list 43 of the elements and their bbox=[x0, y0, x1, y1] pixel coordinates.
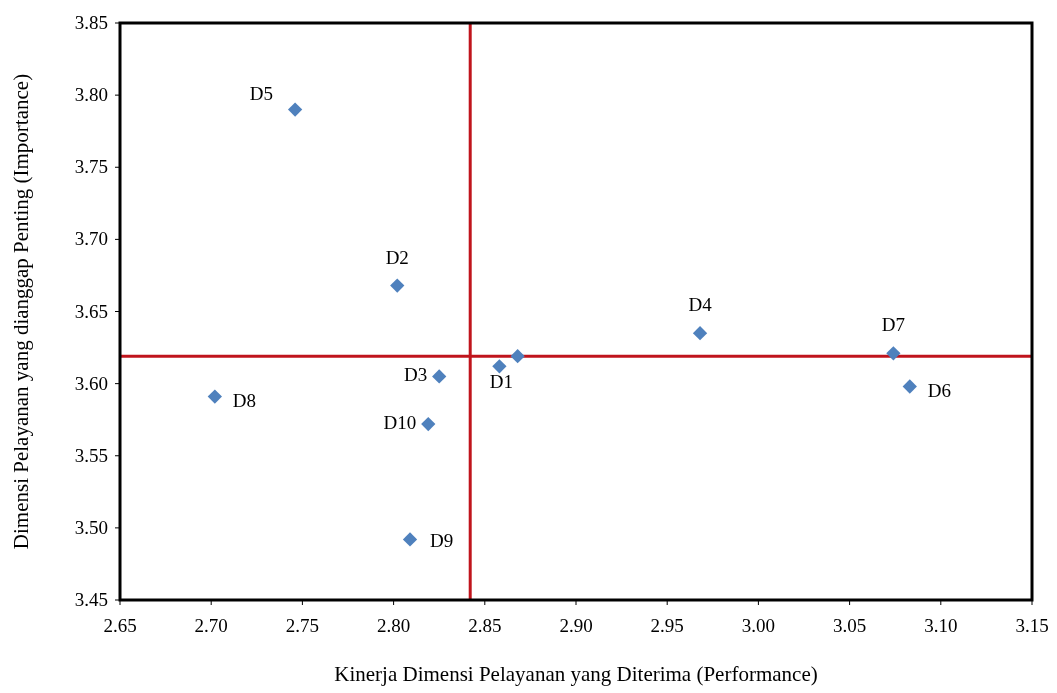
y-tick-label: 3.80 bbox=[74, 84, 108, 106]
annotation: D4 bbox=[688, 294, 713, 316]
annotation: D1 bbox=[489, 371, 514, 393]
y-axis-title: Dimensi Pelayanan yang dianggap Penting (Importance) bbox=[9, 73, 33, 550]
y-tick-label: 3.45 bbox=[74, 589, 108, 610]
x-tick-label: 3.05 bbox=[832, 615, 867, 636]
x-tick-label: 2.75 bbox=[285, 615, 320, 636]
annotation: D2 bbox=[385, 246, 409, 268]
x-axis-title: Kinerja Dimensi Pelayanan yang Diterima (Performance) bbox=[334, 662, 818, 686]
point bbox=[492, 359, 507, 374]
annotation: D6 bbox=[927, 379, 952, 401]
point bbox=[207, 389, 222, 404]
annotation: D3 bbox=[403, 364, 428, 386]
point bbox=[432, 369, 447, 384]
annotation: D9 bbox=[430, 530, 454, 552]
y-tick-label: 3.65 bbox=[74, 300, 108, 322]
point bbox=[886, 346, 901, 361]
x-tick-label: 2.70 bbox=[194, 615, 228, 636]
y-tick-label: 3.85 bbox=[74, 12, 108, 33]
point bbox=[692, 326, 708, 341]
point bbox=[902, 379, 917, 394]
y-tick-label: 3.50 bbox=[74, 516, 108, 538]
x-tick-label: 2.65 bbox=[103, 615, 137, 636]
y-tick-label: 3.60 bbox=[74, 372, 108, 394]
x-tick-label: 3.00 bbox=[741, 615, 776, 636]
point bbox=[510, 349, 525, 364]
y-tick-label: 3.55 bbox=[74, 444, 108, 466]
annotation: D5 bbox=[249, 82, 274, 104]
point bbox=[421, 416, 436, 432]
x-tick-label: 2.85 bbox=[468, 615, 502, 636]
x-tick-label: 3.10 bbox=[924, 615, 958, 636]
y-tick-label: 3.75 bbox=[74, 156, 108, 178]
x-tick-label: 2.80 bbox=[376, 615, 411, 636]
point bbox=[390, 278, 405, 293]
annotation: D10 bbox=[383, 412, 417, 434]
x-tick-label: 3.15 bbox=[1015, 615, 1049, 636]
y-tick-label: 3.70 bbox=[74, 228, 108, 250]
x-tick-label: 2.90 bbox=[559, 615, 593, 636]
point bbox=[287, 102, 303, 117]
point bbox=[402, 532, 418, 547]
annotation: D8 bbox=[232, 389, 257, 411]
x-tick-label: 2.95 bbox=[650, 615, 684, 636]
annotation: D7 bbox=[881, 314, 905, 336]
